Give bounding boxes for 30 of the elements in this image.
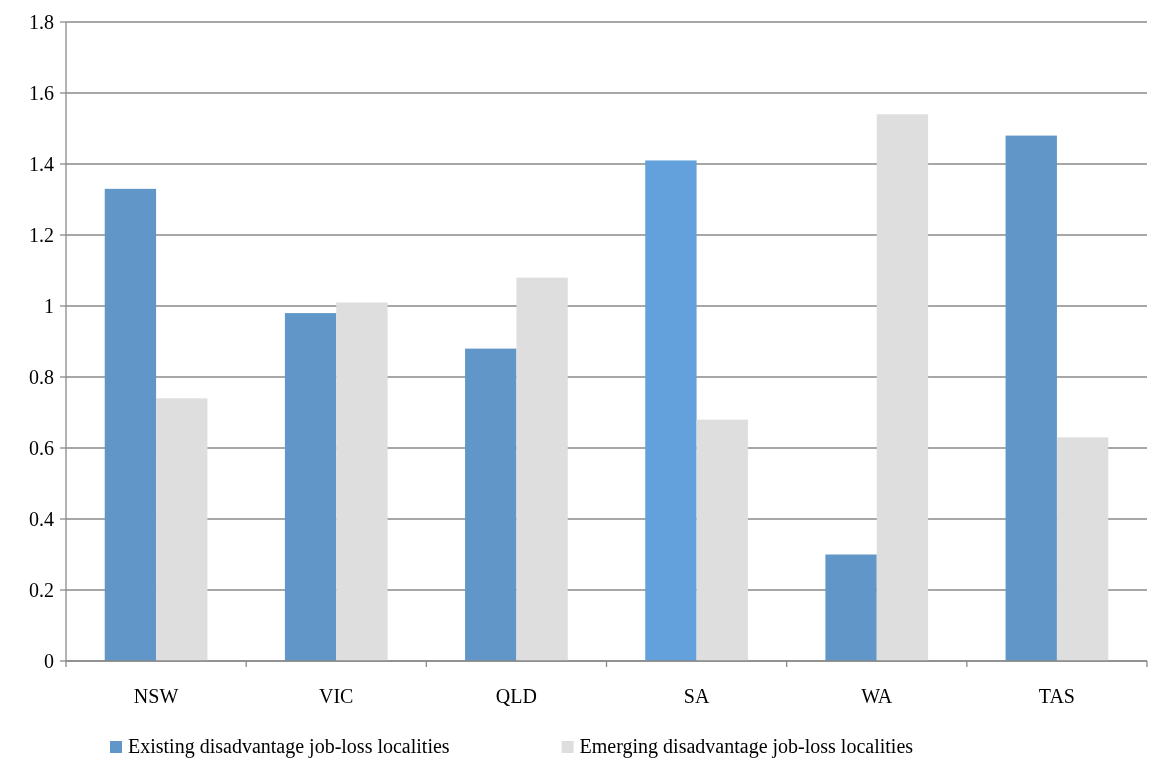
x-tick-label: WA — [861, 685, 893, 707]
bar — [1005, 135, 1057, 661]
y-tick-label: 1 — [44, 295, 54, 317]
y-tick-label: 1.2 — [29, 224, 54, 246]
y-tick-label: 1.8 — [29, 11, 54, 33]
legend-label: Existing disadvantage job-loss localities — [128, 735, 450, 758]
bar — [156, 398, 208, 661]
x-tick-label: SA — [683, 685, 710, 707]
y-tick-label: 0 — [44, 650, 54, 672]
bar — [284, 313, 337, 661]
bar — [104, 188, 157, 661]
y-tick-label: 0.2 — [29, 579, 54, 601]
legend-label: Emerging disadvantage job-loss localities — [579, 735, 914, 758]
bar — [645, 160, 697, 661]
x-tick-label: NSW — [133, 685, 179, 707]
y-tick-label: 1.4 — [29, 153, 54, 175]
x-tick-label: TAS — [1038, 685, 1076, 707]
x-tick-label: QLD — [495, 685, 537, 707]
y-tick-label: 0.6 — [29, 437, 54, 459]
y-tick-label: 1.6 — [29, 82, 54, 104]
y-tick-label: 0.4 — [29, 508, 54, 530]
bar — [696, 419, 748, 661]
bar — [336, 302, 388, 661]
x-tick-label: VIC — [319, 685, 354, 707]
bar — [516, 277, 568, 661]
bar — [1056, 437, 1109, 661]
bar — [876, 114, 929, 661]
bar — [825, 554, 877, 661]
bar — [465, 348, 517, 661]
y-tick-label: 0.8 — [29, 366, 54, 388]
